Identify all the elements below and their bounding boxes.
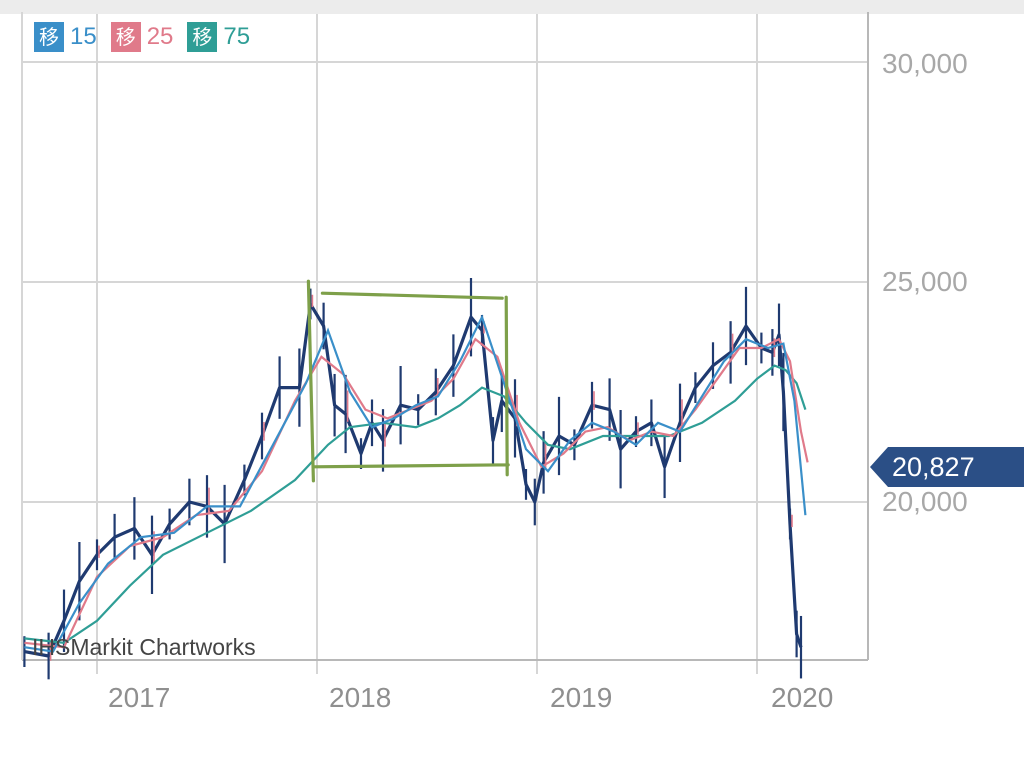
price-series <box>23 278 803 680</box>
last-price-value: 20,827 <box>888 447 1024 487</box>
price-line <box>24 302 803 658</box>
legend-item-ma15[interactable]: 移 15 <box>34 22 97 52</box>
x-tick-2017: 2017 <box>108 682 171 713</box>
y-tick-20000: 20,000 <box>882 486 968 517</box>
legend: 移 15 移 25 移 75 <box>34 22 250 52</box>
legend-item-ma25[interactable]: 移 25 <box>110 22 174 52</box>
legend-value-ma25: 25 <box>146 23 174 50</box>
y-tick-30000: 30,000 <box>882 48 968 79</box>
last-price-arrow-icon <box>870 447 888 487</box>
x-tick-2020: 2020 <box>771 682 834 713</box>
x-tick-2018: 2018 <box>329 682 392 713</box>
chart-credit: IHSMarkit Chartworks <box>32 634 256 660</box>
ma25-line <box>24 337 809 649</box>
ma15-line <box>24 314 807 653</box>
legend-badge-ma25: 移 <box>110 22 141 52</box>
ma75-line <box>24 364 807 644</box>
moving-averages <box>24 314 809 653</box>
legend-badge-ma75: 移 <box>187 22 218 52</box>
legend-value-ma75: 75 <box>223 23 251 50</box>
y-tick-25000: 25,000 <box>882 266 968 297</box>
legend-badge-ma15: 移 <box>34 22 64 52</box>
legend-value-ma15: 15 <box>70 23 97 50</box>
annotation-rectangle <box>306 279 510 483</box>
top-border <box>0 0 1024 14</box>
axes <box>21 12 869 661</box>
annotation-box <box>306 279 510 483</box>
legend-item-ma75[interactable]: 移 75 <box>187 22 250 52</box>
x-tick-2019: 2019 <box>550 682 613 713</box>
